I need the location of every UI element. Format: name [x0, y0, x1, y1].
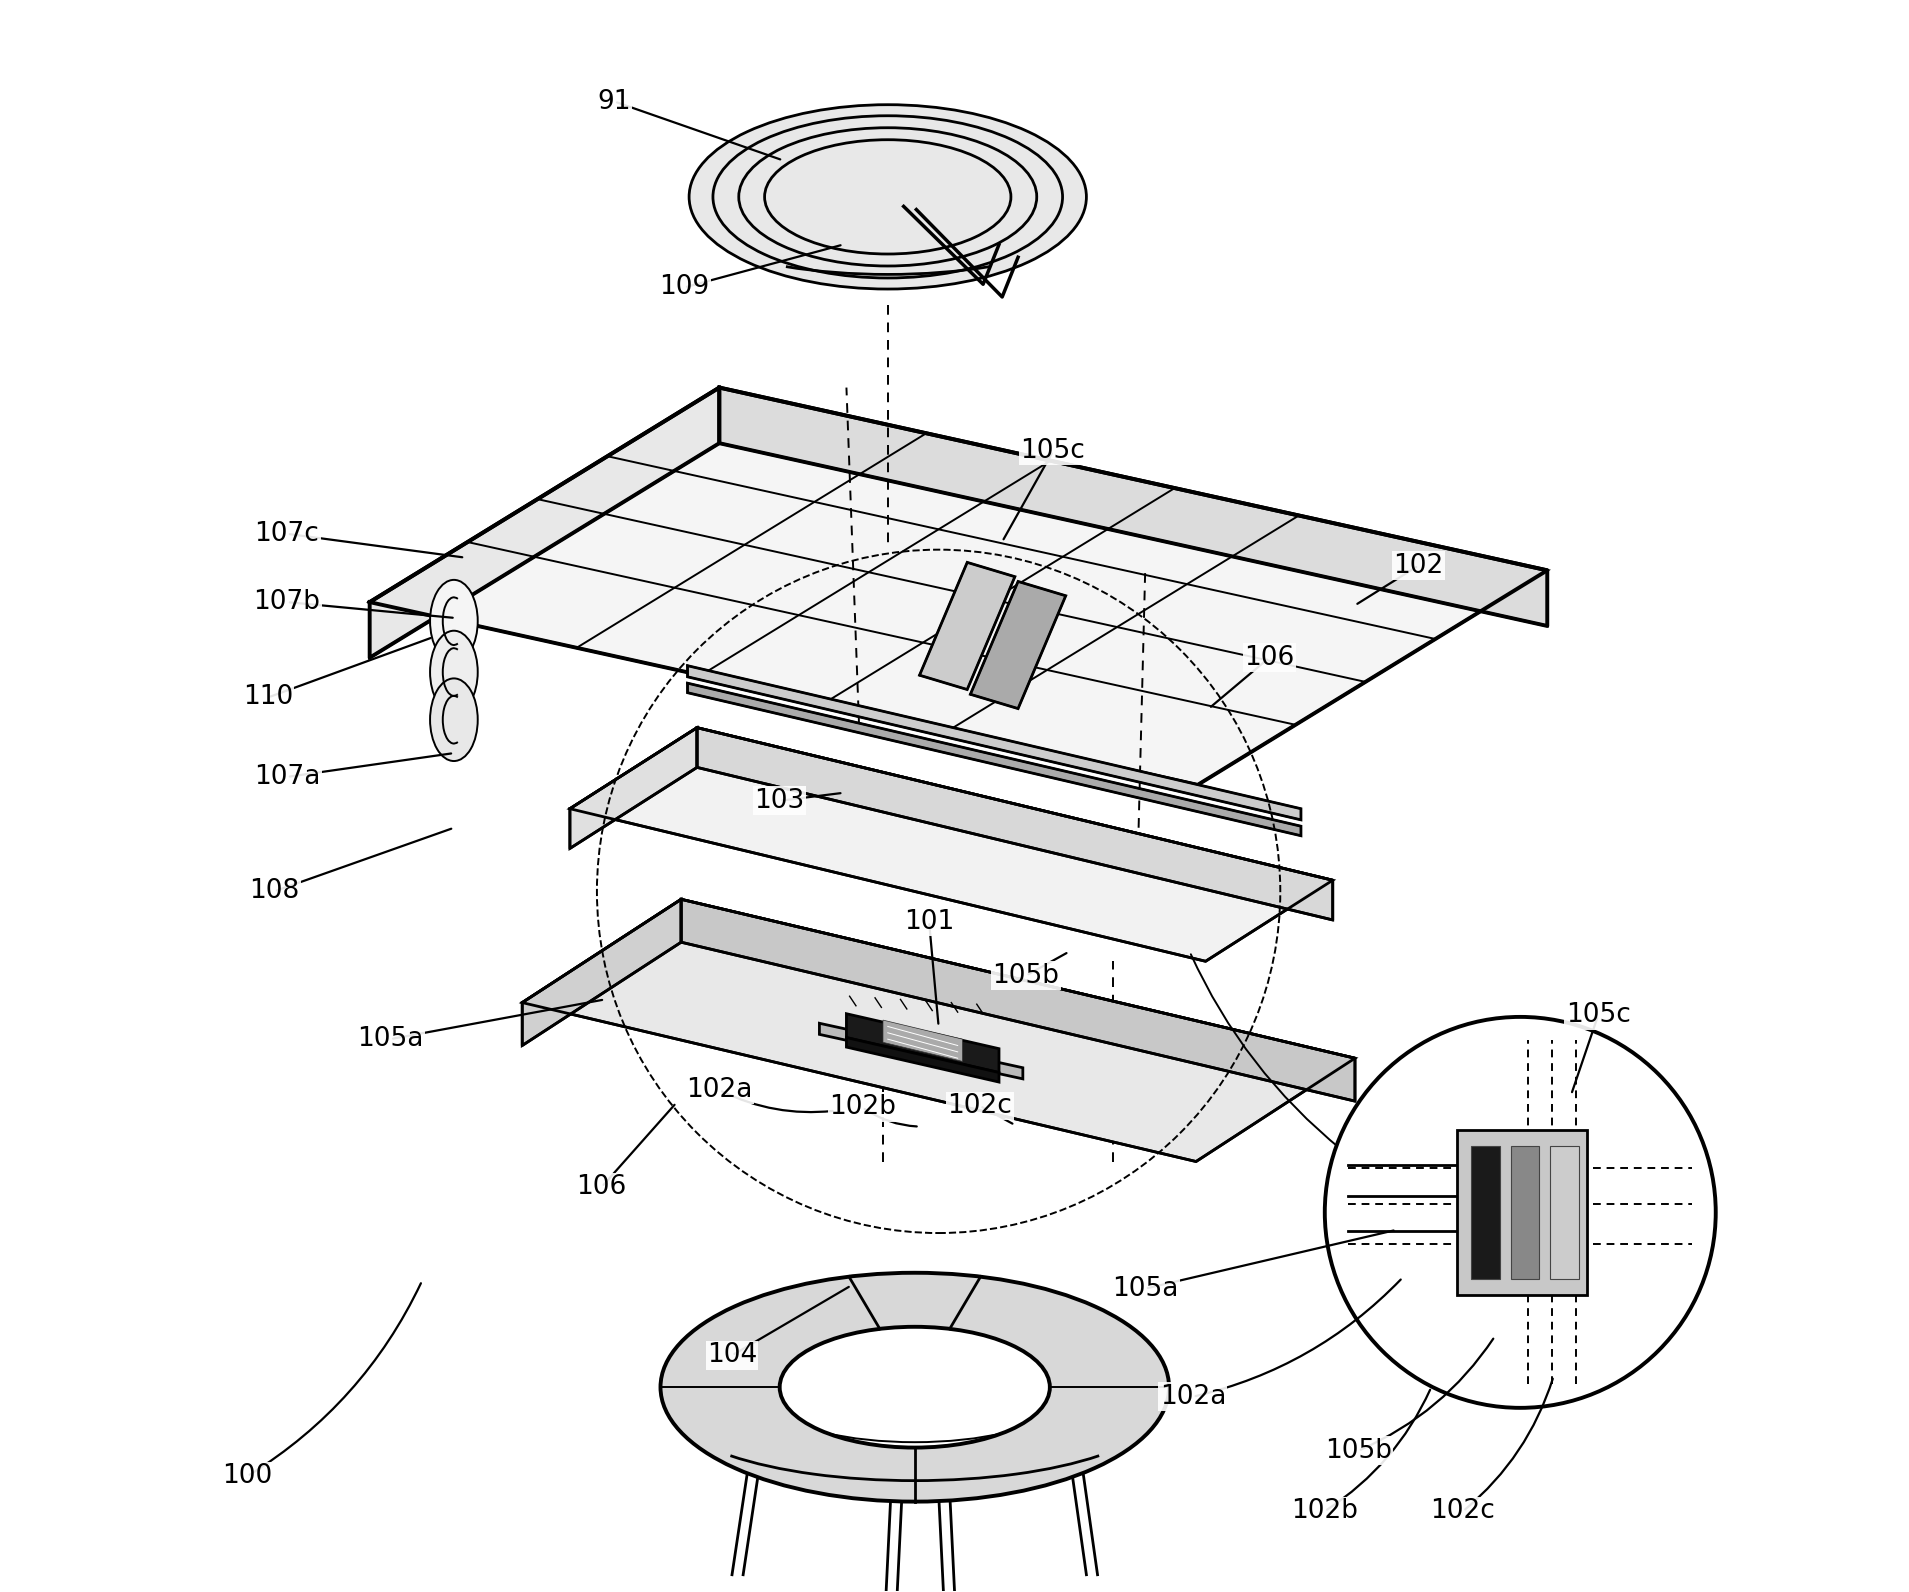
Polygon shape	[697, 728, 1332, 920]
Polygon shape	[523, 899, 1355, 1162]
Text: 106: 106	[577, 1173, 626, 1200]
Text: 102a: 102a	[1159, 1383, 1226, 1411]
Text: 108: 108	[250, 879, 300, 904]
Text: 102b: 102b	[1290, 1498, 1359, 1524]
Text: 106: 106	[1245, 645, 1294, 670]
Text: 105c: 105c	[1021, 438, 1086, 465]
Text: 91: 91	[598, 89, 632, 115]
Text: 107b: 107b	[254, 589, 321, 615]
Polygon shape	[846, 1014, 998, 1073]
Text: 102: 102	[1394, 552, 1443, 578]
Polygon shape	[523, 899, 682, 1046]
Polygon shape	[819, 1024, 1023, 1079]
Polygon shape	[370, 387, 720, 657]
Text: 105c: 105c	[1565, 1003, 1630, 1028]
FancyBboxPatch shape	[1550, 1146, 1579, 1278]
Text: 109: 109	[659, 274, 710, 301]
Ellipse shape	[1325, 1017, 1716, 1407]
Text: 107c: 107c	[254, 521, 319, 546]
Text: 105b: 105b	[1325, 1438, 1392, 1463]
Polygon shape	[970, 581, 1065, 708]
Ellipse shape	[430, 678, 477, 761]
Text: 101: 101	[905, 909, 954, 935]
Polygon shape	[687, 683, 1300, 836]
FancyBboxPatch shape	[1457, 1130, 1586, 1294]
Ellipse shape	[430, 630, 477, 713]
Text: 102a: 102a	[685, 1078, 752, 1103]
Text: 104: 104	[706, 1342, 758, 1369]
Polygon shape	[884, 1020, 962, 1062]
Polygon shape	[920, 562, 1016, 689]
Polygon shape	[687, 665, 1300, 820]
Polygon shape	[571, 728, 697, 849]
FancyBboxPatch shape	[1510, 1146, 1539, 1278]
Polygon shape	[370, 387, 1548, 785]
Text: 102c: 102c	[947, 1092, 1012, 1119]
Text: 102c: 102c	[1430, 1498, 1495, 1524]
Text: 110: 110	[242, 685, 294, 710]
Text: 103: 103	[754, 788, 806, 814]
Text: 102b: 102b	[829, 1094, 895, 1121]
Ellipse shape	[689, 105, 1086, 290]
Polygon shape	[846, 1038, 998, 1083]
Ellipse shape	[779, 1326, 1050, 1447]
Polygon shape	[571, 728, 1332, 962]
Polygon shape	[682, 899, 1355, 1102]
Text: 105b: 105b	[993, 963, 1059, 989]
Text: 107a: 107a	[254, 764, 321, 790]
Ellipse shape	[430, 579, 477, 662]
Text: 105a: 105a	[1113, 1275, 1178, 1302]
Text: 105a: 105a	[357, 1027, 424, 1052]
FancyBboxPatch shape	[1472, 1146, 1500, 1278]
Ellipse shape	[661, 1272, 1168, 1501]
Text: 100: 100	[221, 1463, 273, 1489]
Polygon shape	[720, 387, 1548, 626]
